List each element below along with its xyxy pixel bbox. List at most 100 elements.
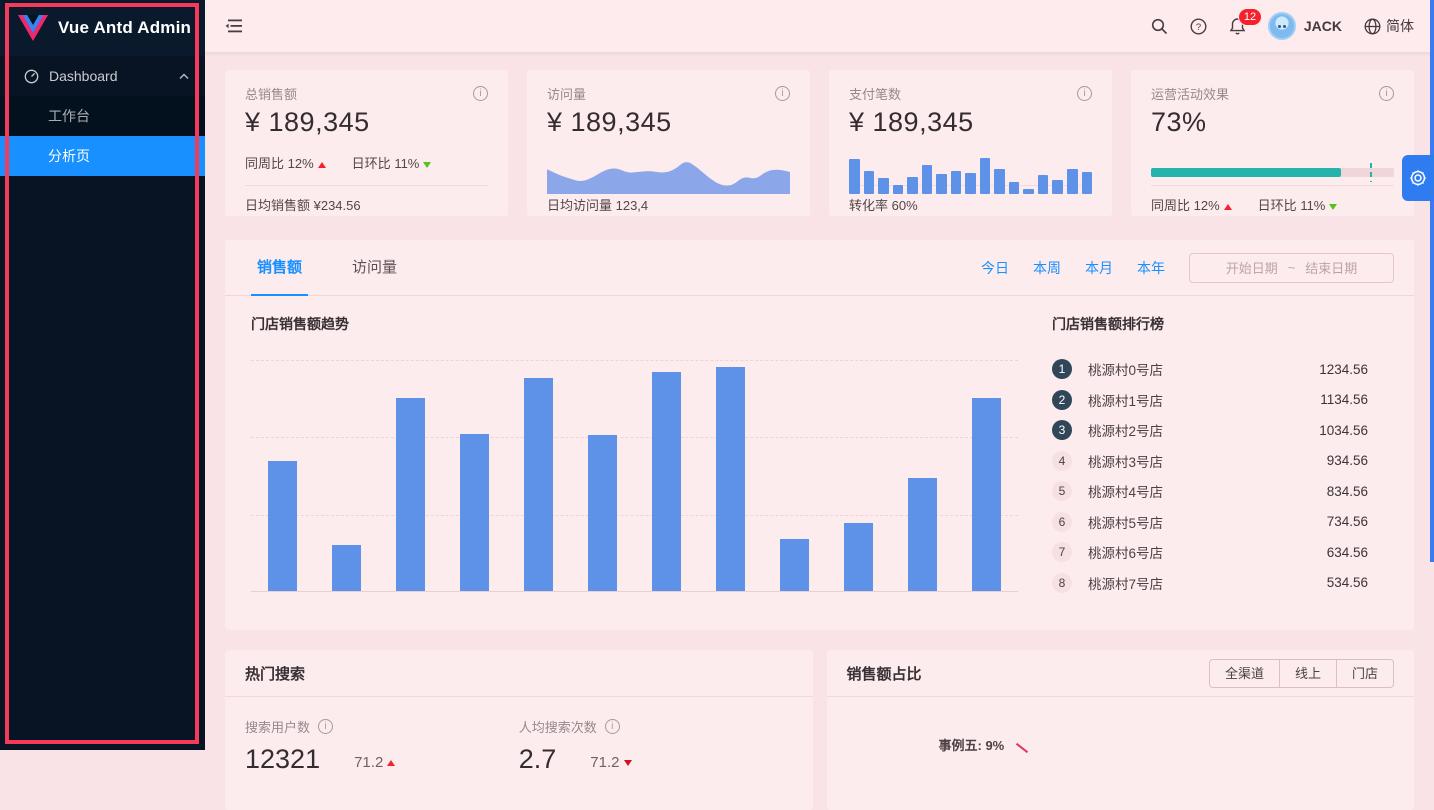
metric-value: 12321 bbox=[245, 744, 321, 774]
chart-bar bbox=[315, 360, 379, 591]
ranking-row: 4 桃源村3号店 934.56 bbox=[1052, 446, 1368, 477]
visits-mini-area-chart bbox=[547, 154, 790, 194]
mini-bar bbox=[1081, 171, 1093, 194]
submenu-label: 分析页 bbox=[48, 148, 90, 164]
sidebar-item-analysis[interactable]: 分析页 bbox=[0, 136, 205, 176]
mini-bar bbox=[863, 171, 875, 194]
info-icon[interactable]: i bbox=[775, 86, 790, 101]
mini-bar bbox=[878, 177, 889, 194]
filter-online[interactable]: 线上 bbox=[1279, 658, 1337, 688]
date-range-picker[interactable]: 开始日期 ~ 结束日期 bbox=[1189, 252, 1394, 283]
caret-up-icon bbox=[387, 759, 396, 766]
metric-trend: 71.2 bbox=[354, 754, 396, 775]
submenu-label: 工作台 bbox=[48, 108, 90, 124]
mini-bar bbox=[1037, 175, 1049, 194]
range-week[interactable]: 本周 bbox=[1033, 259, 1061, 276]
ranking-row: 3 桃源村2号店 1034.56 bbox=[1052, 415, 1368, 446]
language-selector[interactable]: 简体 bbox=[1364, 16, 1414, 36]
card-footer: 日均访问量 123,4 bbox=[547, 198, 649, 213]
info-icon[interactable]: i bbox=[1379, 86, 1394, 101]
trend-day: 日环比 11% bbox=[352, 153, 432, 172]
caret-down-icon bbox=[423, 161, 432, 168]
mini-bar bbox=[979, 157, 991, 194]
main-area: ? 12 JACK bbox=[205, 0, 1434, 810]
card-value: ¥ 189,345 bbox=[849, 107, 974, 137]
dashboard-icon bbox=[24, 69, 39, 83]
card-title: 运营活动效果 bbox=[1151, 87, 1230, 102]
date-start-placeholder: 开始日期 bbox=[1225, 261, 1278, 276]
hot-search-card: 热门搜索 搜索用户数 i 12321 71.2 人均搜索次数 i 2.7 bbox=[225, 650, 813, 810]
notification-bell-icon[interactable]: 12 bbox=[1229, 8, 1263, 35]
stat-cards-row: 总销售额 i ¥ 189,345 同周比 12% 日环比 11% 日均销售额 ¥… bbox=[225, 70, 1414, 216]
menu-fold-icon[interactable] bbox=[225, 18, 243, 34]
ranking-row: 6 桃源村5号店 734.56 bbox=[1052, 507, 1368, 538]
sidebar-item-workbench[interactable]: 工作台 bbox=[0, 96, 205, 136]
caret-down-icon bbox=[1329, 204, 1338, 210]
payments-mini-bar-chart bbox=[849, 154, 1093, 194]
chart-bar bbox=[954, 360, 1018, 591]
mini-bar bbox=[1008, 181, 1020, 194]
card-visits: 访问量 i ¥ 189,345 日均访问量 123,4 bbox=[527, 70, 810, 216]
metric-search-per-user: 人均搜索次数 i 2.7 71.2 bbox=[519, 717, 793, 775]
chart-bar bbox=[635, 360, 699, 591]
language-label: 简体 bbox=[1386, 18, 1414, 34]
app-title: Vue Antd Admin bbox=[58, 18, 192, 37]
caret-down-icon bbox=[623, 759, 632, 766]
chart-bar bbox=[443, 360, 507, 591]
tab-sales[interactable]: 销售额 bbox=[251, 240, 309, 296]
metric-search-users: 搜索用户数 i 12321 71.2 bbox=[245, 717, 519, 775]
info-icon[interactable]: i bbox=[318, 719, 334, 734]
ranking-row: 1 桃源村0号店 1234.56 bbox=[1052, 354, 1368, 385]
chart-bar bbox=[698, 360, 762, 591]
card-value: 73% bbox=[1151, 107, 1207, 137]
info-icon[interactable]: i bbox=[604, 719, 620, 734]
logo-row[interactable]: Vue Antd Admin bbox=[0, 0, 205, 56]
range-month[interactable]: 本月 bbox=[1085, 259, 1113, 276]
chart-title: 门店销售额趋势 bbox=[251, 316, 349, 332]
bottom-cards-row: 热门搜索 搜索用户数 i 12321 71.2 人均搜索次数 i 2.7 bbox=[225, 650, 1414, 810]
chart-bar bbox=[251, 360, 315, 591]
sidebar-submenu: 工作台 分析页 bbox=[0, 96, 205, 176]
mini-bar bbox=[965, 172, 976, 194]
scrollbar-thumb[interactable] bbox=[1430, 0, 1434, 562]
caret-up-icon bbox=[317, 161, 326, 168]
range-today[interactable]: 今日 bbox=[981, 259, 1009, 276]
avatar bbox=[1267, 12, 1296, 40]
operation-progress-bar bbox=[1151, 163, 1394, 182]
user-menu[interactable]: JACK bbox=[1267, 12, 1342, 40]
range-year[interactable]: 本年 bbox=[1137, 259, 1165, 276]
card-value: ¥ 189,345 bbox=[547, 107, 672, 137]
chart-bar bbox=[379, 360, 443, 591]
info-icon[interactable]: i bbox=[1077, 86, 1092, 101]
gear-icon bbox=[1409, 169, 1427, 187]
search-icon[interactable] bbox=[1151, 18, 1168, 35]
card-title: 热门搜索 bbox=[245, 665, 306, 683]
caret-up-icon bbox=[1223, 204, 1232, 210]
sales-tabbar: 销售额 访问量 今日 本周 本月 本年 开始日期 ~ 结束日期 bbox=[225, 240, 1414, 296]
sidebar-item-label: Dashboard bbox=[49, 68, 118, 84]
card-operation-effect: 运营活动效果 i 73% 同周比 12% 日环比 11% bbox=[1131, 70, 1414, 216]
ranking-row: 7 桃源村6号店 634.56 bbox=[1052, 537, 1368, 568]
channel-filter-group: 全渠道 线上 门店 bbox=[1208, 658, 1394, 688]
help-icon[interactable]: ? bbox=[1190, 17, 1207, 35]
globe-icon bbox=[1364, 18, 1381, 34]
mini-bar bbox=[849, 159, 860, 194]
operation-progress-target bbox=[1369, 163, 1372, 182]
filter-stores[interactable]: 门店 bbox=[1336, 658, 1394, 688]
filter-all-channels[interactable]: 全渠道 bbox=[1208, 658, 1280, 688]
chart-bar bbox=[571, 360, 635, 591]
chart-bar bbox=[762, 360, 826, 591]
sidebar-item-dashboard[interactable]: Dashboard bbox=[0, 56, 205, 96]
settings-gear-button[interactable] bbox=[1402, 155, 1434, 201]
info-icon[interactable]: i bbox=[473, 86, 488, 101]
chart-bar bbox=[826, 360, 890, 591]
mini-bar bbox=[907, 177, 918, 194]
mini-bar bbox=[1023, 189, 1034, 194]
sales-panel: 销售额 访问量 今日 本周 本月 本年 开始日期 ~ 结束日期 门店销售额趋势 bbox=[225, 240, 1414, 630]
metric-value: 2.7 bbox=[518, 744, 557, 774]
ranking-title: 门店销售额排行榜 bbox=[1052, 316, 1164, 332]
tab-visits[interactable]: 访问量 bbox=[352, 258, 398, 276]
mini-bar bbox=[892, 184, 904, 194]
card-title: 销售额占比 bbox=[846, 665, 922, 683]
